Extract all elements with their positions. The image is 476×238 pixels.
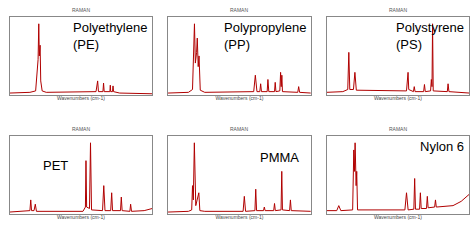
svg-text:RAMAN: RAMAN xyxy=(389,126,407,132)
svg-text:Polystyrene(PS): Polystyrene(PS) xyxy=(396,20,464,52)
svg-text:RAMAN: RAMAN xyxy=(72,126,90,132)
svg-text:Wavenumbers (cm-1): Wavenumbers (cm-1) xyxy=(215,95,263,101)
svg-text:RAMAN: RAMAN xyxy=(230,126,248,132)
svg-text:Polypropylene(PP): Polypropylene(PP) xyxy=(224,20,306,52)
svg-text:Wavenumbers (cm-1): Wavenumbers (cm-1) xyxy=(57,95,105,101)
svg-text:Polyethylene(PE): Polyethylene(PE) xyxy=(73,20,147,52)
svg-text:Wavenumbers (cm-1): Wavenumbers (cm-1) xyxy=(215,214,263,220)
svg-text:Wavenumbers (cm-1): Wavenumbers (cm-1) xyxy=(374,214,422,220)
svg-text:Nylon 6: Nylon 6 xyxy=(420,139,464,154)
svg-text:RAMAN: RAMAN xyxy=(230,7,248,13)
svg-text:RAMAN: RAMAN xyxy=(72,7,90,13)
svg-text:PET: PET xyxy=(43,158,68,173)
svg-text:Wavenumbers (cm-1): Wavenumbers (cm-1) xyxy=(374,95,422,101)
svg-text:PMMA: PMMA xyxy=(260,150,299,165)
svg-text:RAMAN: RAMAN xyxy=(389,7,407,13)
svg-text:Wavenumbers (cm-1): Wavenumbers (cm-1) xyxy=(57,214,105,220)
